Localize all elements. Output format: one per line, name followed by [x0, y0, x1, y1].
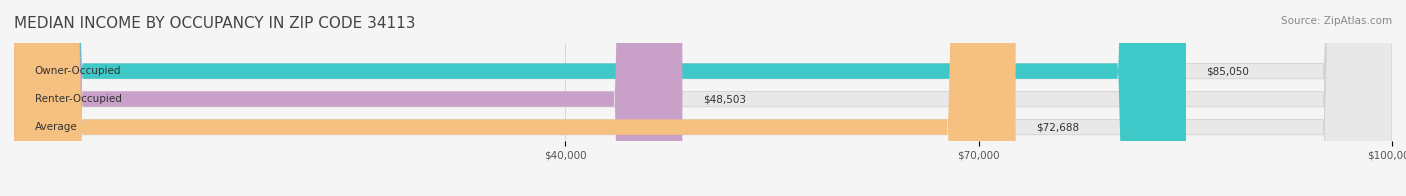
- Text: Source: ZipAtlas.com: Source: ZipAtlas.com: [1281, 16, 1392, 26]
- Text: Average: Average: [35, 122, 77, 132]
- FancyBboxPatch shape: [14, 0, 1392, 196]
- FancyBboxPatch shape: [14, 0, 1392, 196]
- FancyBboxPatch shape: [14, 0, 682, 196]
- Text: $85,050: $85,050: [1206, 66, 1250, 76]
- Text: MEDIAN INCOME BY OCCUPANCY IN ZIP CODE 34113: MEDIAN INCOME BY OCCUPANCY IN ZIP CODE 3…: [14, 16, 416, 31]
- FancyBboxPatch shape: [14, 0, 1015, 196]
- Text: Renter-Occupied: Renter-Occupied: [35, 94, 121, 104]
- Text: $72,688: $72,688: [1036, 122, 1080, 132]
- FancyBboxPatch shape: [14, 0, 1185, 196]
- FancyBboxPatch shape: [14, 0, 1392, 196]
- Text: $48,503: $48,503: [703, 94, 747, 104]
- Text: Owner-Occupied: Owner-Occupied: [35, 66, 121, 76]
